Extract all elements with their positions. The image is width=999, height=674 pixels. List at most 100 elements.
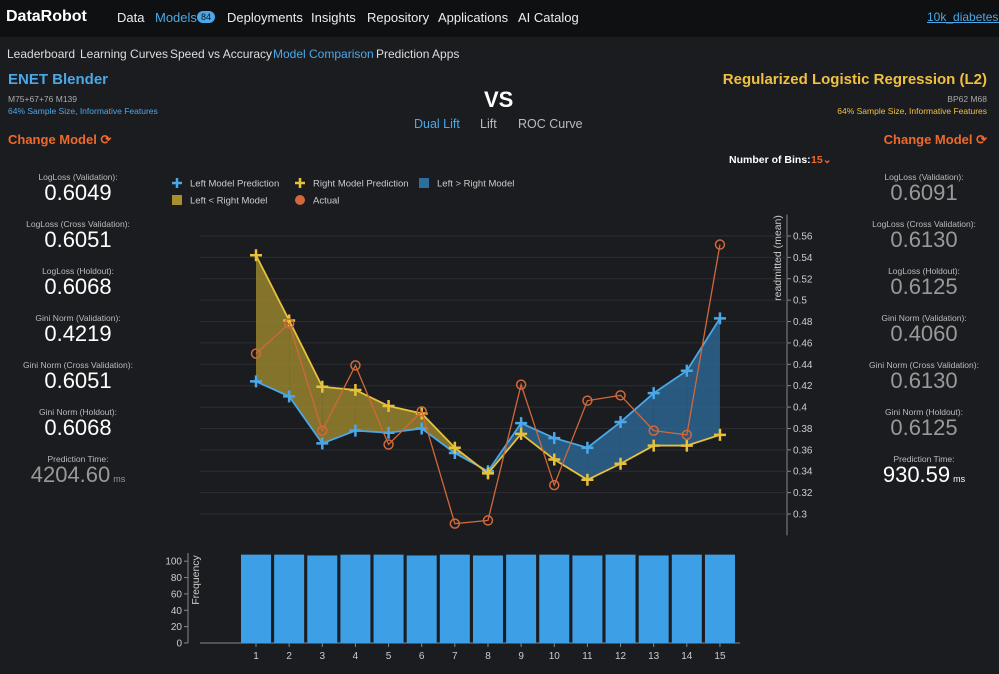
- legend-label: Actual: [313, 196, 339, 207]
- y-tick-label: 0.34: [793, 467, 813, 478]
- bar: [671, 554, 702, 643]
- x-tick-label: 6: [419, 651, 425, 662]
- legend-symbol: [172, 178, 182, 188]
- marker: [383, 439, 394, 450]
- marker: [680, 439, 693, 452]
- change-model-text: Change Model: [8, 132, 97, 147]
- marker: [614, 416, 627, 429]
- time-unit: ms: [953, 474, 966, 484]
- marker: [515, 379, 527, 390]
- metric-label: Gini Norm (Holdout):: [885, 407, 963, 417]
- metric-label: Gini Norm (Cross Validation):: [869, 360, 979, 370]
- nav-item[interactable]: Data: [117, 10, 145, 25]
- subnav-item[interactable]: Model Comparison: [273, 47, 374, 61]
- nav-item[interactable]: AI Catalog: [518, 10, 579, 25]
- difference-area: [620, 393, 654, 464]
- nav-item[interactable]: Applications: [438, 10, 509, 25]
- y-axis-label: Frequency: [190, 554, 202, 604]
- tab[interactable]: Dual Lift: [414, 117, 460, 131]
- x-tick-label: 3: [319, 651, 325, 662]
- difference-area: [521, 423, 555, 460]
- y-tick-label: 80: [171, 573, 183, 584]
- change-model-text: Change Model: [883, 132, 973, 147]
- difference-area: [355, 389, 389, 433]
- bar: [539, 554, 570, 643]
- difference-area: [653, 370, 687, 446]
- difference-area: [388, 406, 422, 433]
- subnav-item[interactable]: Leaderboard: [7, 47, 76, 61]
- metric-value: 0.6068: [44, 274, 112, 299]
- nav-item[interactable]: Insights: [311, 10, 356, 25]
- marker: [681, 429, 693, 441]
- y-tick-label: 100: [165, 557, 182, 568]
- difference-area: [256, 255, 290, 397]
- y-tick-label: 0.42: [793, 381, 813, 392]
- marker: [316, 437, 329, 450]
- change-model[interactable]: Change Model ⟳: [8, 132, 112, 147]
- bar: [373, 554, 404, 643]
- difference-area: [478, 466, 488, 474]
- difference-area: [554, 438, 588, 480]
- change-model[interactable]: Change Model ⟳: [883, 132, 987, 147]
- marker: [614, 457, 627, 470]
- nav-item[interactable]: Deployments: [227, 10, 303, 25]
- marker: [481, 465, 494, 478]
- metric-label: LogLoss (Holdout):: [888, 266, 960, 276]
- marker: [283, 314, 296, 327]
- legend-symbol: [419, 178, 429, 188]
- badge: 84: [197, 11, 216, 23]
- time-unit: ms: [113, 474, 126, 484]
- metric-label: Gini Norm (Holdout):: [39, 407, 117, 417]
- metric-label: LogLoss (Cross Validation):: [872, 219, 976, 229]
- difference-area: [487, 423, 522, 474]
- bar: [274, 554, 305, 643]
- marker: [449, 518, 461, 529]
- metric-label: LogLoss (Cross Validation):: [26, 219, 130, 229]
- y-tick-label: 0.3: [793, 510, 807, 521]
- metric-value: 0.6051: [44, 227, 112, 252]
- vs: VS: [484, 87, 514, 112]
- x-tick-label: 7: [452, 651, 458, 662]
- legend-symbol: [172, 195, 182, 205]
- nav-item[interactable]: Repository: [367, 10, 430, 25]
- nav-item[interactable]: Models: [155, 10, 197, 25]
- marker: [415, 422, 428, 435]
- metric-label: Gini Norm (Validation):: [35, 313, 121, 323]
- marker: [549, 479, 560, 491]
- metric-value: 0.6051: [44, 368, 112, 393]
- y-tick-label: 0.48: [793, 317, 813, 328]
- right-blueprint: BP62 M68: [947, 94, 987, 104]
- marker: [416, 406, 427, 417]
- metric-label: LogLoss (Validation):: [884, 172, 964, 182]
- marker: [448, 441, 461, 454]
- y-tick-label: 0.32: [793, 488, 813, 499]
- subnav-item[interactable]: Prediction Apps: [376, 47, 460, 61]
- difference-area: [454, 447, 479, 467]
- bar: [307, 555, 338, 643]
- x-tick-label: 9: [518, 651, 524, 662]
- marker: [515, 417, 528, 430]
- metric-value: 0.4219: [44, 321, 112, 346]
- metric-label: Prediction Time:: [47, 454, 109, 464]
- metric-label: Gini Norm (Validation):: [881, 313, 967, 323]
- tab[interactable]: Lift: [480, 117, 497, 131]
- project-link[interactable]: 10k_diabetes.x: [927, 10, 999, 24]
- difference-area: [421, 413, 455, 454]
- subnav-item[interactable]: Learning Curves: [80, 47, 169, 61]
- subnav-item[interactable]: Speed vs Accuracy: [170, 47, 273, 61]
- x-tick-label: 10: [549, 651, 561, 662]
- tab[interactable]: ROC Curve: [518, 117, 583, 131]
- y-tick-label: 40: [171, 606, 183, 617]
- marker: [250, 375, 262, 388]
- marker: [680, 364, 693, 377]
- bar: [506, 554, 537, 643]
- bins-select[interactable]: 15⌄: [811, 154, 832, 166]
- y-axis-label: readmitted (mean): [772, 215, 784, 301]
- marker: [548, 432, 561, 445]
- bar: [638, 555, 669, 643]
- x-tick-label: 4: [353, 651, 359, 662]
- legend-label: Left > Right Model: [437, 179, 514, 190]
- brand: DataRobot: [6, 8, 87, 26]
- x-tick-label: 1: [253, 651, 259, 662]
- y-tick-label: 0: [176, 639, 182, 650]
